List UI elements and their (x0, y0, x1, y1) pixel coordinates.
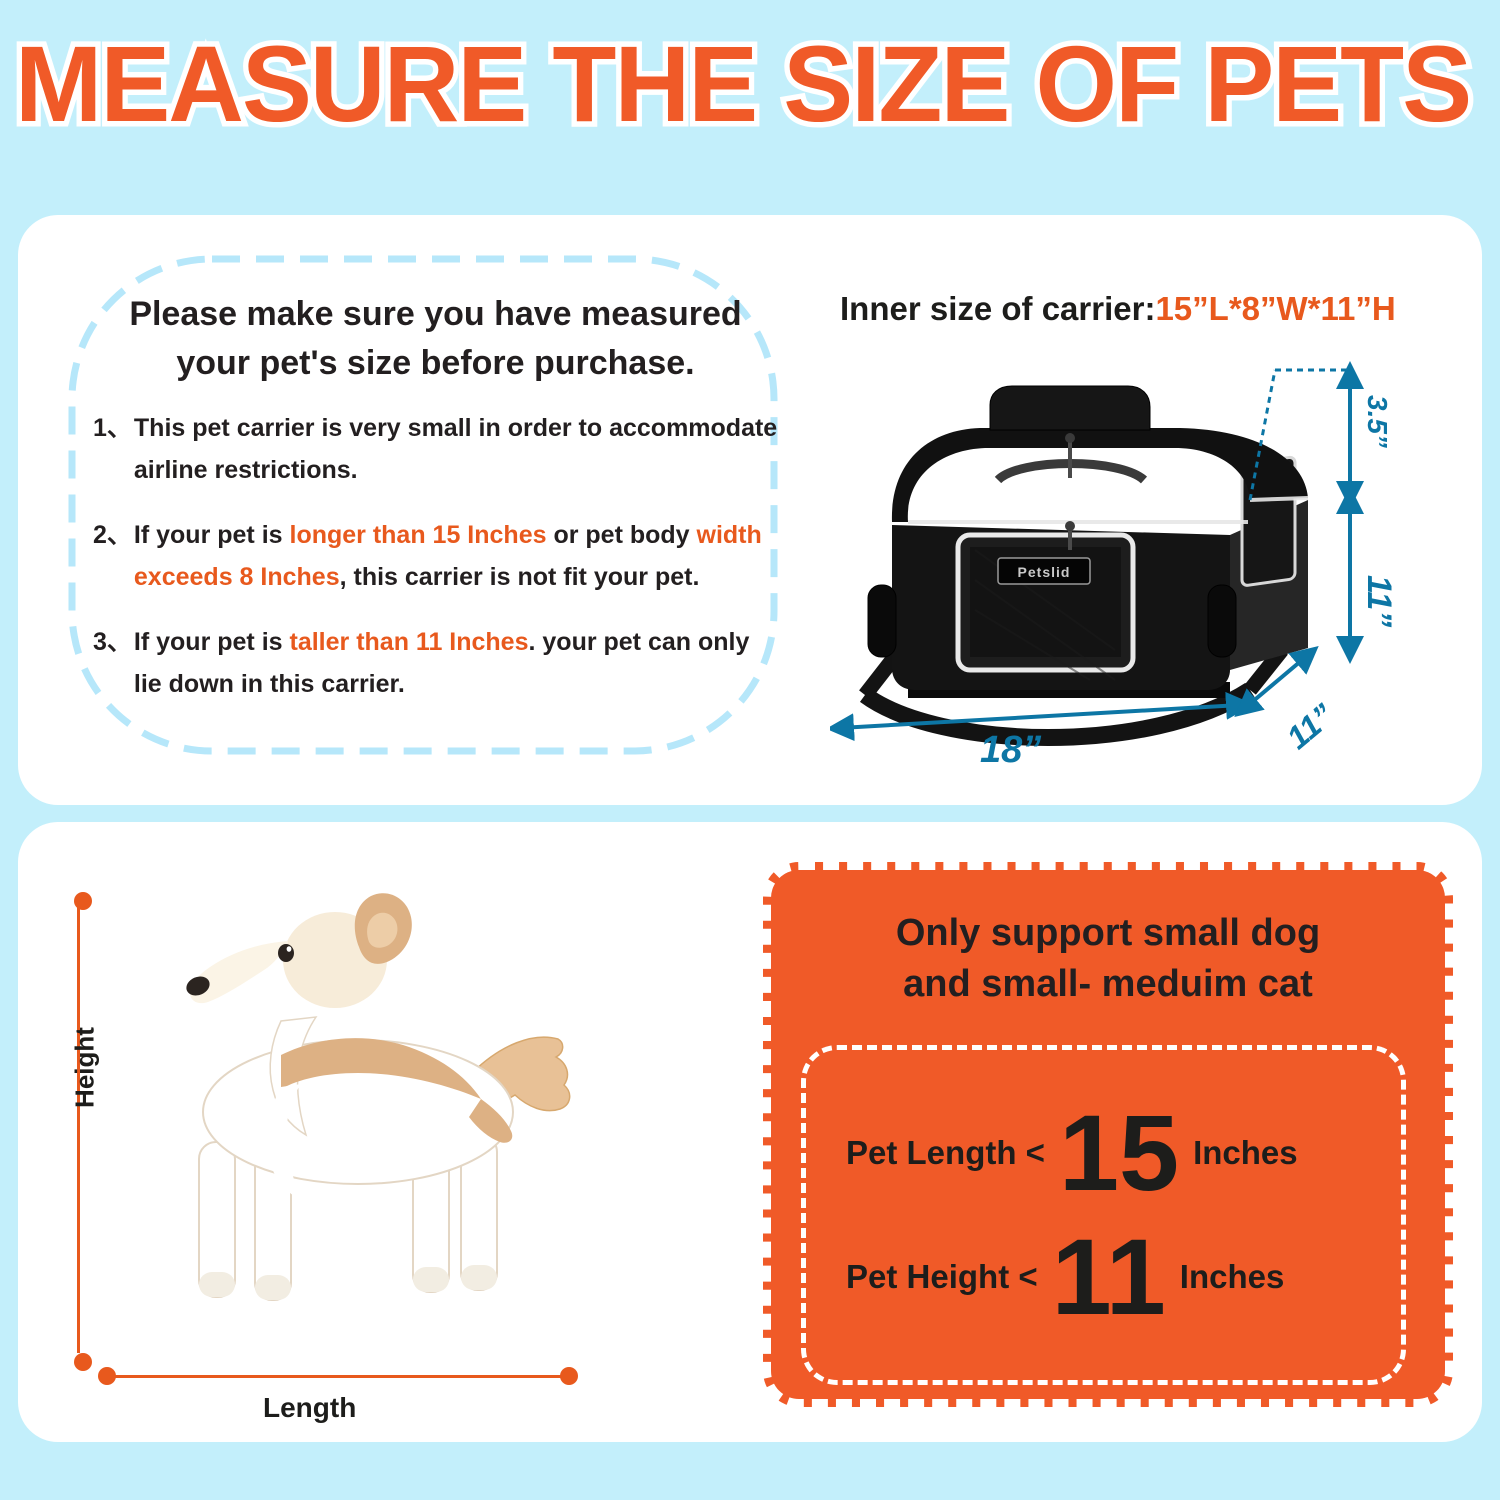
svg-text:Petslid: Petslid (1018, 564, 1071, 580)
svg-text:11”: 11” (1280, 697, 1341, 756)
svg-text:18”: 18” (980, 729, 1041, 771)
svg-text:11”: 11” (1360, 575, 1398, 627)
svg-text:3.5”: 3.5” (1362, 395, 1393, 448)
